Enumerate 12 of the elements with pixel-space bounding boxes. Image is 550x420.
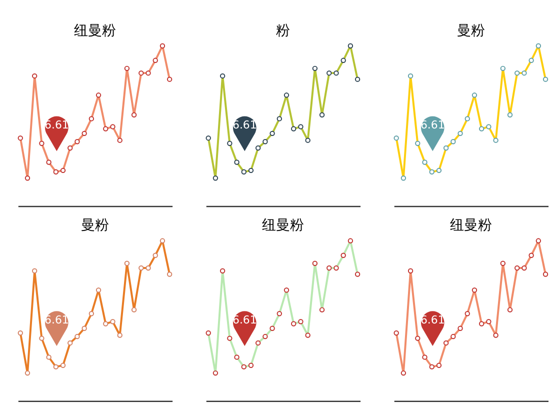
annotation: 6.61 [232, 313, 257, 326]
chart-title: 纽曼粉 [450, 218, 492, 234]
annotation: 6.61 [44, 313, 69, 326]
chart-title: 粉 [276, 22, 290, 39]
annotation: 6.61 [232, 118, 257, 132]
annotation: 6.61 [420, 313, 445, 326]
annotation: 6.61 [44, 118, 69, 132]
annotation: 6.61 [420, 118, 445, 132]
chart-title: 曼粉 [456, 22, 485, 39]
chart-title: 纽曼粉 [74, 22, 116, 39]
chart-title: 曼粉 [80, 218, 109, 234]
chart-title: 纽曼粉 [262, 218, 304, 234]
